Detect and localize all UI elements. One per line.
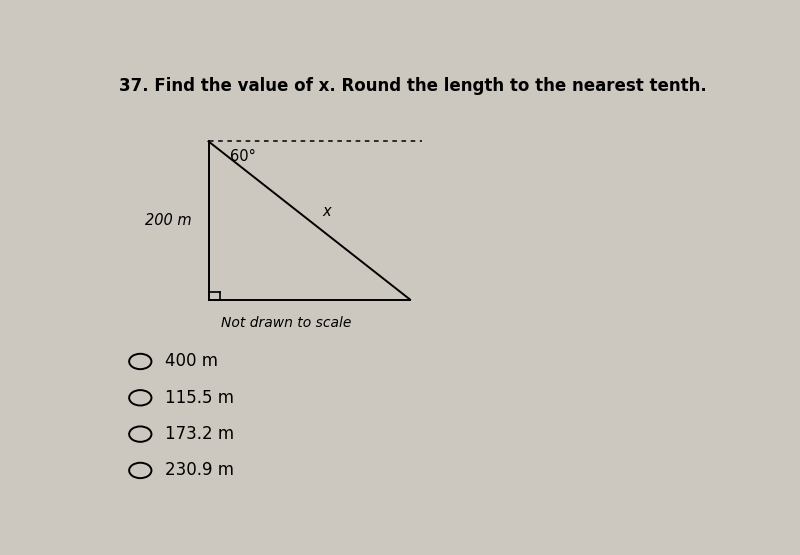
Text: x: x xyxy=(322,204,330,219)
Text: 60°: 60° xyxy=(230,149,256,164)
Text: 400 m: 400 m xyxy=(165,352,218,371)
Text: 173.2 m: 173.2 m xyxy=(165,425,234,443)
Text: Not drawn to scale: Not drawn to scale xyxy=(221,316,351,330)
Text: 200 m: 200 m xyxy=(145,213,191,228)
Text: 37. Find the value of x. Round the length to the nearest tenth.: 37. Find the value of x. Round the lengt… xyxy=(118,77,706,95)
Text: 230.9 m: 230.9 m xyxy=(165,461,234,480)
Text: 115.5 m: 115.5 m xyxy=(165,389,234,407)
